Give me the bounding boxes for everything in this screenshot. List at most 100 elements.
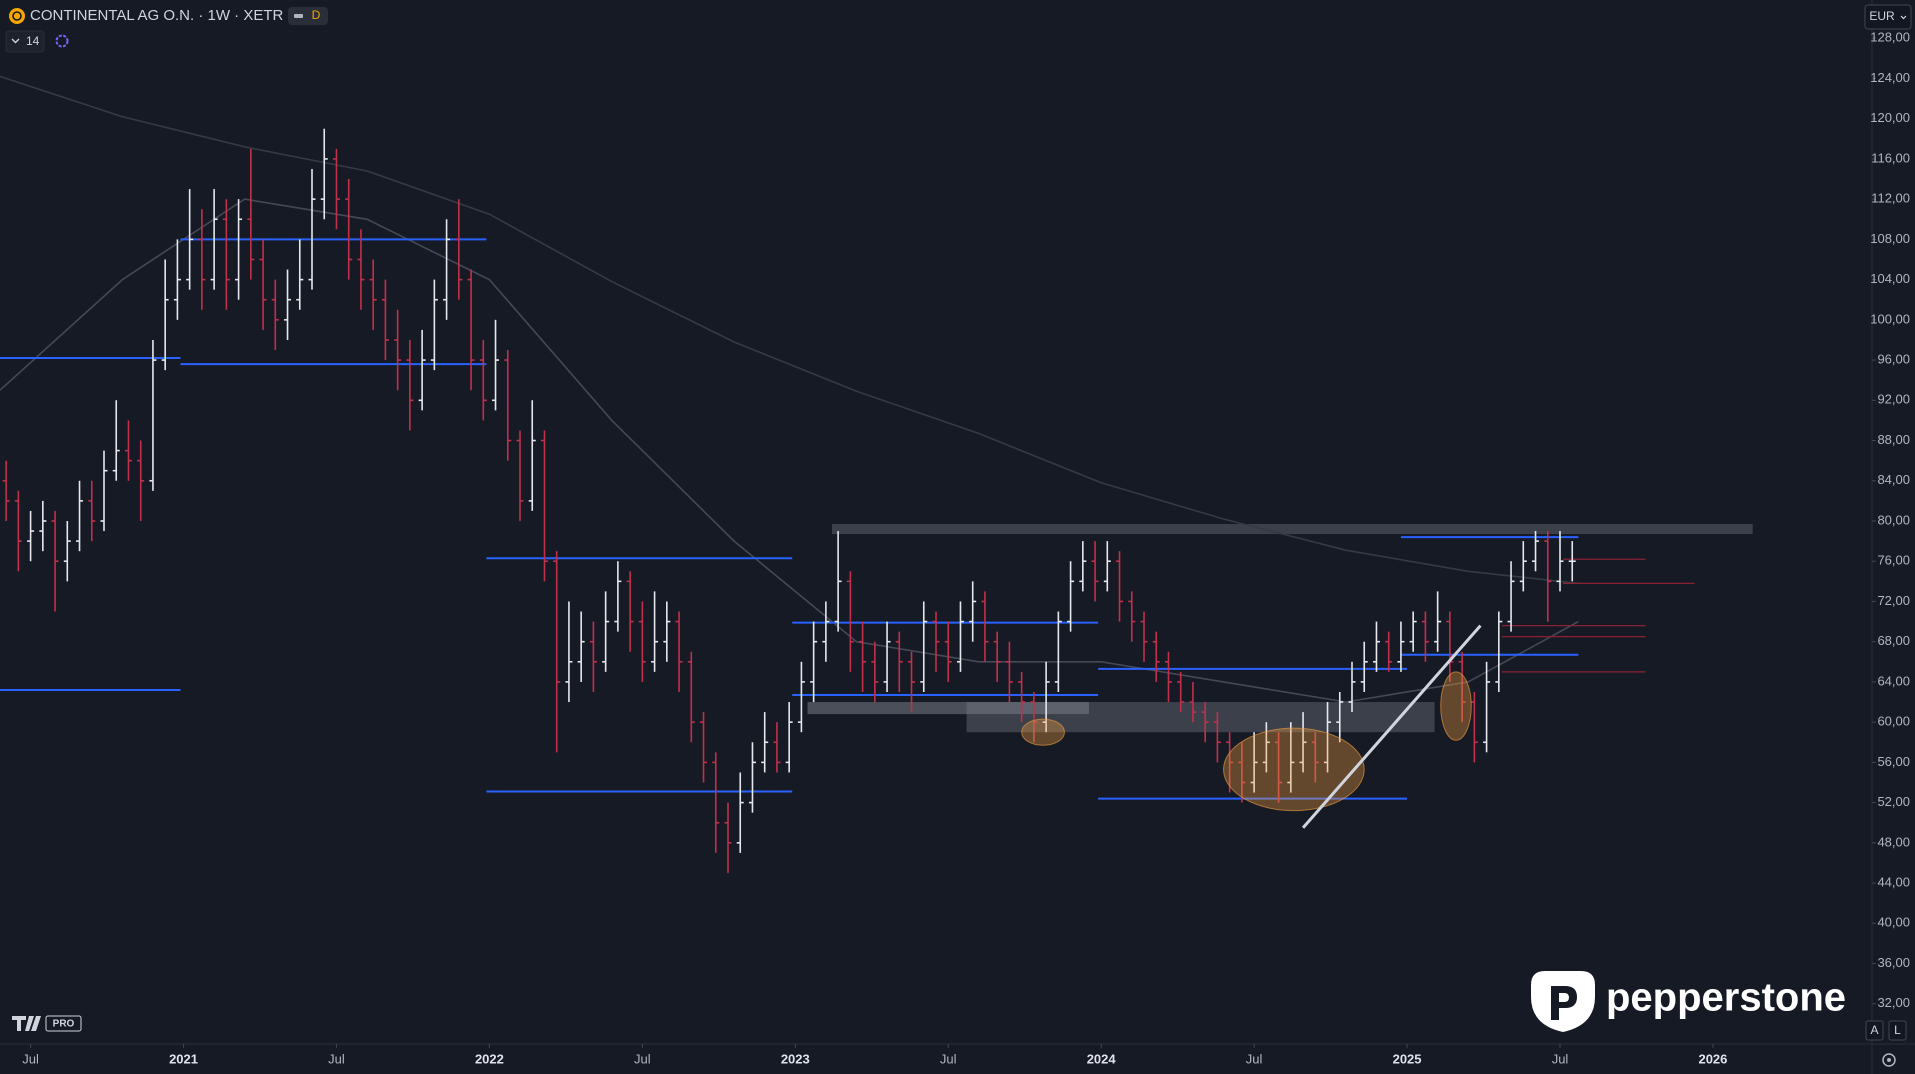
ohlc-bar (63, 520, 71, 582)
ohlc-bar (516, 430, 524, 521)
ohlc-bar (467, 269, 475, 391)
symbol-icon (9, 8, 25, 24)
ohlc-bar (748, 742, 756, 813)
ohlc-bar (149, 339, 157, 491)
ohlc-bar (1103, 541, 1111, 592)
ohlc-bar (724, 802, 732, 874)
x-tick-label: 2026 (1698, 1051, 1727, 1066)
ohlc-bar (1336, 691, 1344, 743)
ohlc-bar (577, 611, 585, 682)
x-tick-label: Jul (940, 1051, 957, 1066)
indicator-icon[interactable] (55, 34, 69, 48)
ohlc-bar (895, 631, 903, 692)
ohlc-bar (2, 460, 10, 521)
ohlc-bar (1409, 611, 1417, 652)
ohlc-bar (700, 712, 708, 783)
tv-logo (12, 1016, 41, 1031)
ohlc-bar (1250, 732, 1258, 793)
pepperstone-logo-p (1551, 986, 1577, 1020)
y-tick-label: 112,00 (1871, 191, 1910, 206)
ohlc-bar (834, 531, 842, 632)
ohlc-bar (1360, 641, 1368, 692)
ohlc-bar (259, 239, 267, 330)
ohlc-bar (479, 339, 487, 421)
ohlc-bar (173, 239, 181, 320)
badge-box[interactable] (288, 7, 328, 25)
auto-scale-button[interactable] (1865, 1020, 1884, 1041)
y-tick-label: 72,00 (1877, 593, 1910, 608)
symbol-icon-inner (12, 11, 22, 21)
y-tick-label: 36,00 (1877, 955, 1910, 970)
settings-icon[interactable] (1882, 1053, 1896, 1067)
x-tick-label: Jul (1246, 1051, 1263, 1066)
y-tick-label: 48,00 (1877, 834, 1910, 849)
ohlc-bar (1067, 561, 1075, 632)
y-tick-label: 60,00 (1877, 714, 1910, 729)
ohlc-bar (920, 601, 928, 692)
ohlc-bar (871, 641, 879, 703)
currency-text: EUR (1869, 9, 1895, 23)
pepperstone-wordmark: pepperstone (1606, 976, 1846, 1020)
ohlc-bar (1091, 541, 1099, 602)
ohlc-bar (100, 450, 108, 532)
ohlc-bar (235, 199, 243, 300)
ohlc-bar (198, 209, 206, 310)
ohlc-bar (492, 319, 500, 411)
ohlc-bar (1434, 591, 1442, 652)
y-tick-label: 128,00 (1870, 30, 1910, 45)
ohlc-bar (1238, 742, 1246, 803)
y-tick-label: 92,00 (1877, 392, 1910, 407)
ohlc-bar (1483, 661, 1491, 753)
y-tick-label: 116,00 (1871, 150, 1910, 165)
y-tick-label: 76,00 (1877, 553, 1910, 568)
ohlc-bar (822, 601, 830, 662)
ohlc-bar (247, 148, 255, 280)
ohlc-bar (1005, 641, 1013, 703)
ohlc-bar (1201, 702, 1209, 743)
ohlc-bar (1568, 541, 1576, 582)
y-tick-label: 52,00 (1877, 794, 1910, 809)
ohlc-bar (296, 239, 304, 310)
y-tick-label: 68,00 (1877, 633, 1910, 648)
ohlc-bar (589, 621, 597, 692)
indicator-box[interactable] (5, 30, 45, 53)
x-tick-label: 2022 (475, 1051, 504, 1066)
ohlc-bar (883, 621, 891, 692)
ohlc-bar (1532, 531, 1540, 572)
ohlc-bar (222, 199, 230, 310)
auto-scale-label: A (1870, 1023, 1878, 1037)
badge-icon (294, 14, 303, 18)
currency-box[interactable] (1864, 4, 1912, 30)
axes: 32,00 36,00 40,00 44,00 48,00 52,00 56,00 60,00… (22, 30, 1910, 1067)
ohlc-bar (993, 631, 1001, 682)
zone (807, 702, 1089, 715)
ohlc-bar (859, 621, 867, 692)
y-tick-label: 104,00 (1870, 271, 1910, 286)
ohlc-bar (761, 712, 769, 773)
y-tick-label: 80,00 (1877, 512, 1910, 527)
ohlc-bar (651, 591, 659, 672)
ohlc-bar (406, 339, 414, 431)
ohlc-bar (736, 772, 744, 853)
tv-pro-text: PRO (53, 1019, 75, 1030)
x-tick-label: 2025 (1393, 1051, 1422, 1066)
y-tick-label: 100,00 (1870, 311, 1910, 326)
ohlc-bar (14, 490, 22, 572)
ohlc-bar (785, 702, 793, 773)
ohlc-bar (1397, 621, 1405, 672)
log-scale-button[interactable] (1888, 1020, 1907, 1041)
ohlc-bar (614, 561, 622, 632)
ohlc-bar (27, 510, 35, 562)
ohlc-bar (1030, 691, 1038, 743)
ohlc-bar (76, 480, 84, 552)
symbol-title: CONTINENTAL AG O.N. · 1W · XETR (30, 7, 284, 24)
ohlc-bar (969, 581, 977, 642)
ohlc-bar (455, 199, 463, 300)
ohlc-bar (1226, 732, 1234, 793)
highlight-ellipse (1440, 671, 1472, 741)
y-tick-label: 64,00 (1877, 673, 1910, 688)
ohlc-bar (1189, 681, 1197, 723)
y-tick-label: 96,00 (1877, 352, 1910, 367)
y-tick-label: 120,00 (1870, 110, 1910, 125)
